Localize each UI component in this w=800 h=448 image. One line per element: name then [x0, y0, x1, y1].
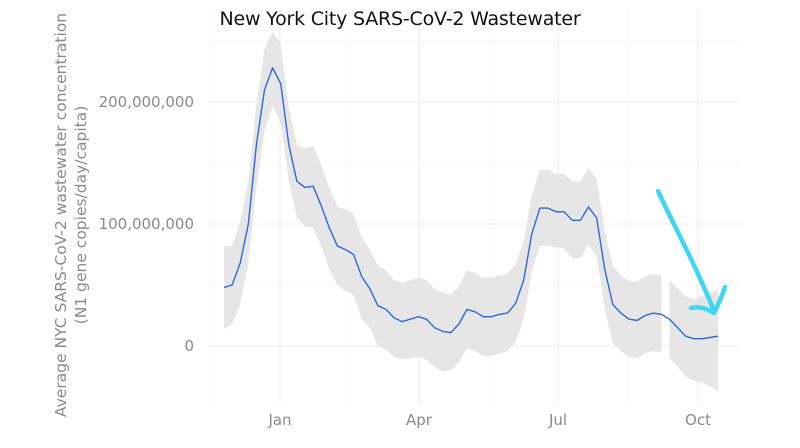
arrow-head: [688, 284, 728, 316]
confidence-band-1: [669, 280, 719, 392]
arrow-shaft: [655, 188, 717, 314]
confidence-band-0: [224, 31, 662, 372]
x-tick-label: Jan: [267, 411, 291, 429]
y-axis-title: Average NYC SARS-CoV-2 wastewater concen…: [52, 13, 90, 417]
y-axis-title-line-1: Average NYC SARS-CoV-2 wastewater concen…: [52, 13, 70, 417]
series-line: [223, 67, 719, 340]
y-tick-label: 100,000,000: [99, 215, 194, 233]
series-lines: [223, 67, 719, 340]
x-tick-label: Apr: [406, 411, 433, 429]
x-tick-label: Jul: [548, 411, 567, 429]
annotation-arrow: [655, 188, 728, 316]
y-axis-title-line-2: (N1 gene copies/day/capita): [72, 106, 90, 325]
y-tick-label: 0: [184, 337, 194, 355]
chart-title: New York City SARS-CoV-2 Wastewater: [220, 8, 581, 30]
x-tick-label: Oct: [685, 411, 711, 429]
y-tick-label: 200,000,000: [99, 93, 194, 111]
confidence-ribbon: [224, 31, 719, 392]
x-axis-ticks: Jan Apr Jul Oct: [267, 411, 711, 429]
y-axis-ticks: 0 100,000,000 200,000,000: [99, 93, 194, 355]
